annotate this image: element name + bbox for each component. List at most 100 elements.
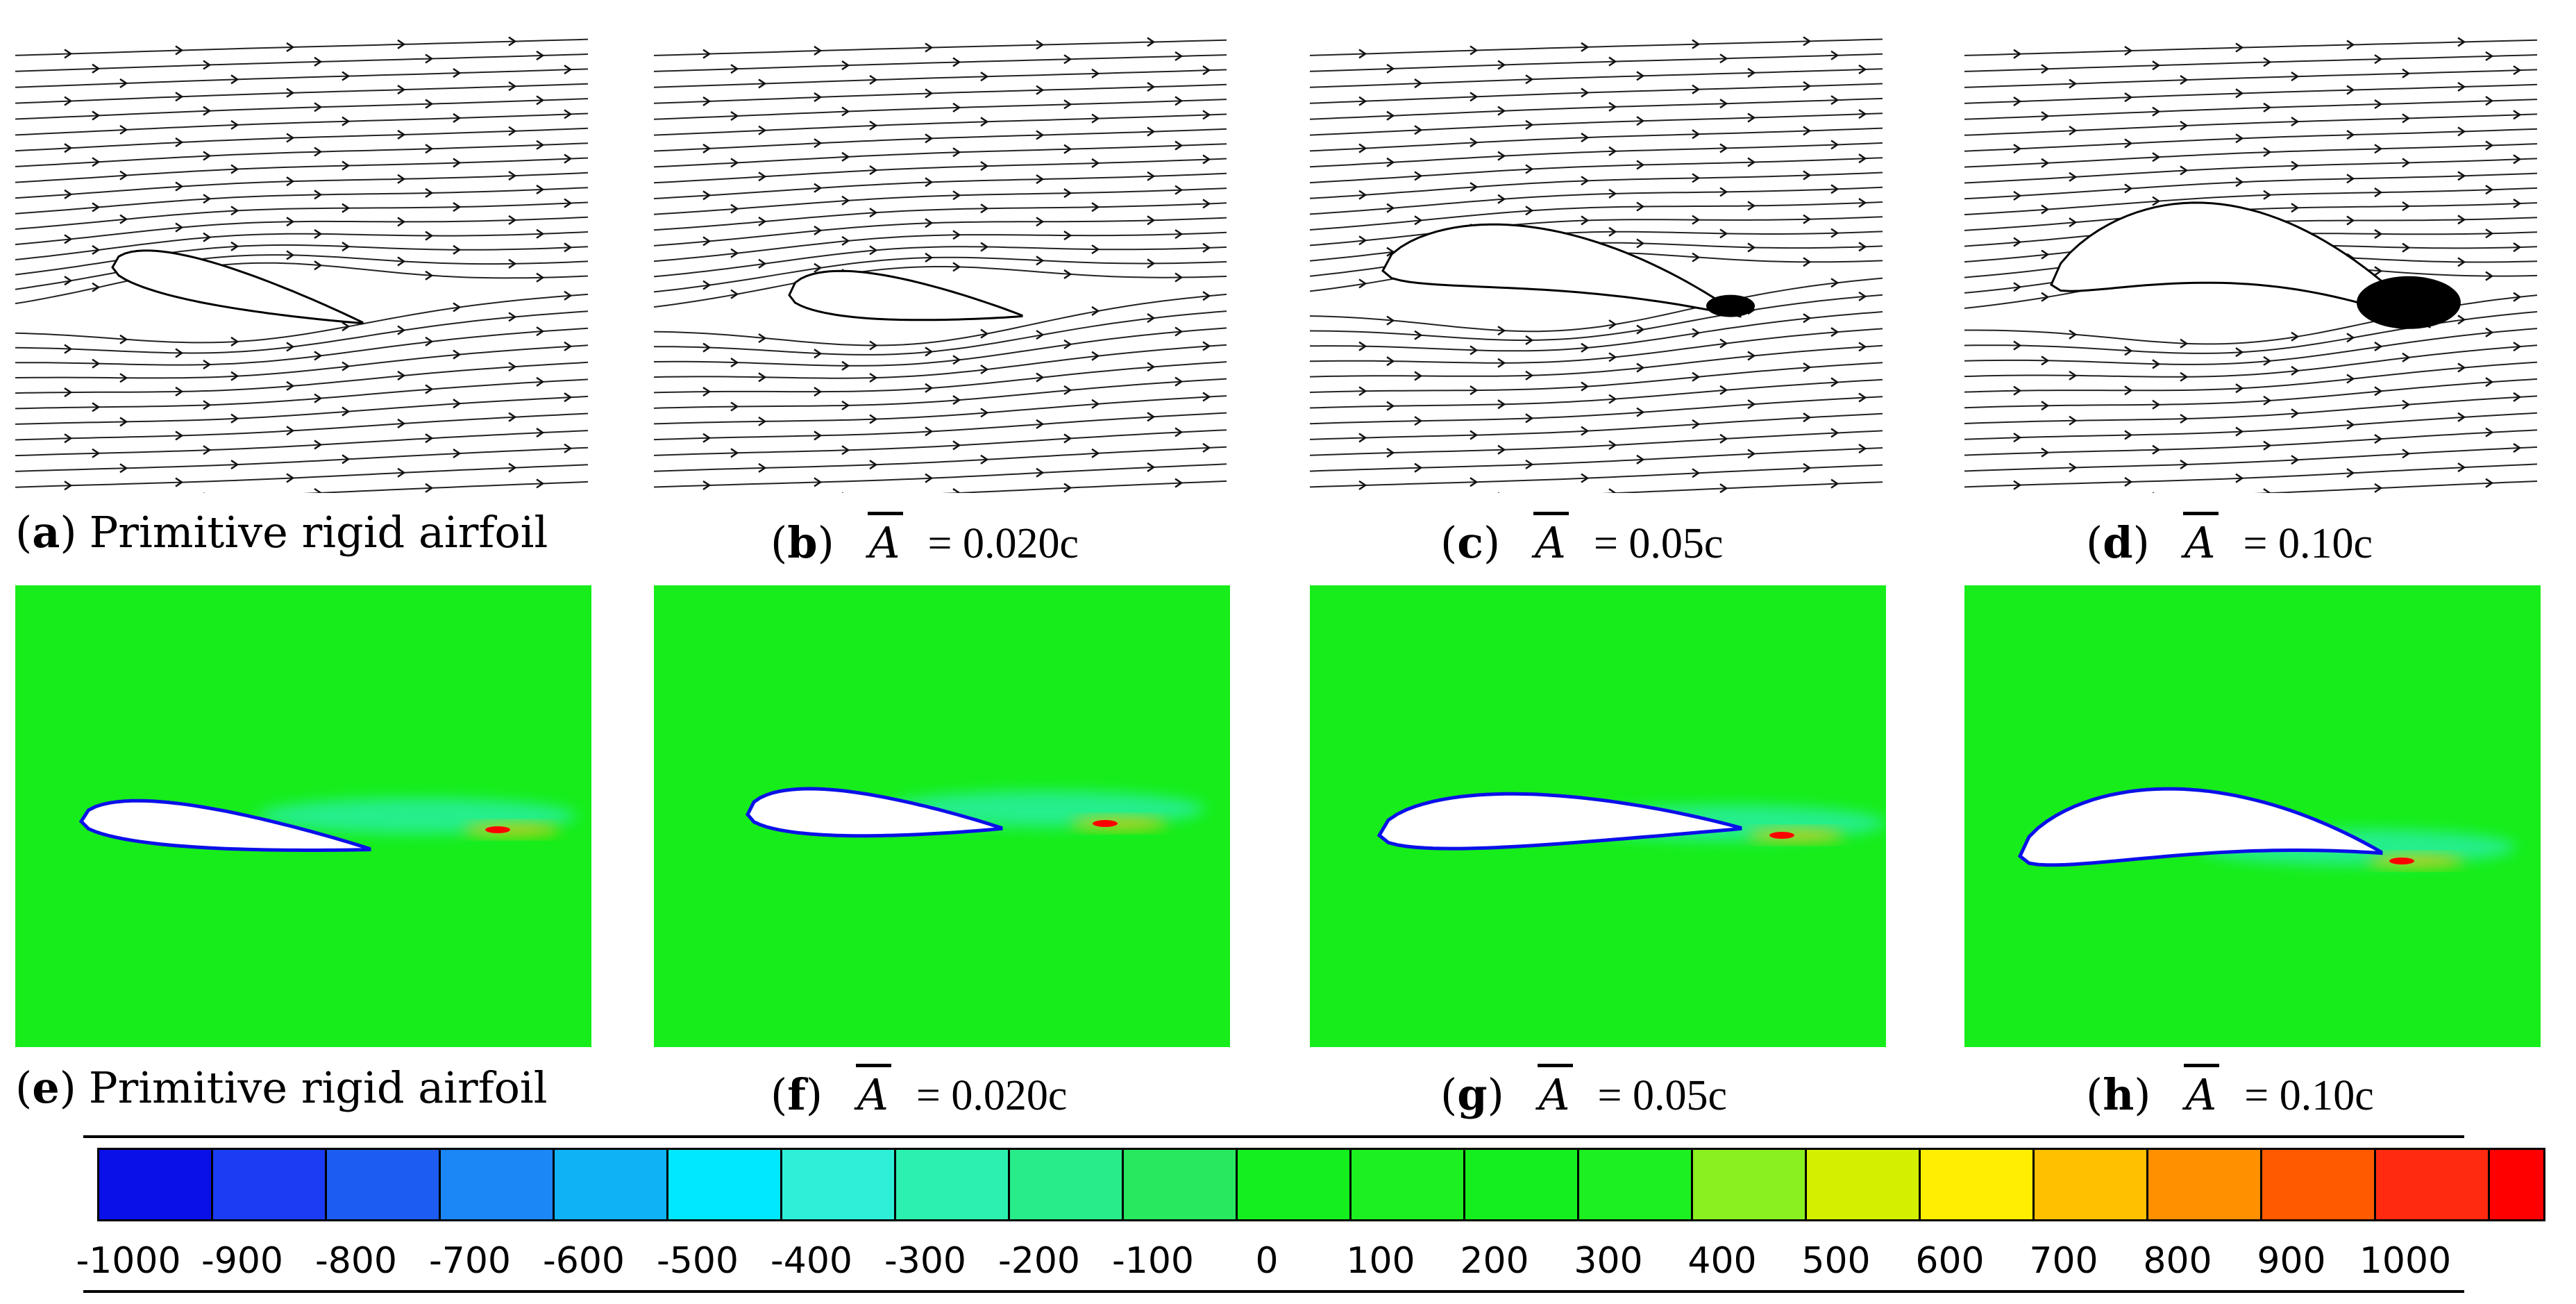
flow-arrow [2457,37,2466,47]
flow-arrow [230,336,239,347]
flow-arrow [1525,119,1534,130]
flow-arrow [1525,164,1534,174]
flow-arrow [2346,130,2355,140]
flow-arrow [286,426,295,436]
flow-arrow [841,106,850,117]
flow-arrow [453,158,462,168]
flow-arrow [119,334,128,344]
flow-arrow [1830,377,1840,387]
flow-arrow [1147,126,1156,137]
streamline [1310,172,1883,199]
streamline [15,395,589,425]
flow-arrow [1636,71,1645,81]
flow-arrow [397,39,406,49]
flow-arrow [92,157,101,167]
flow-arrow [1091,202,1100,212]
streamline [1964,83,2538,104]
flow-arrow [869,414,878,424]
flow-arrow [2457,412,2466,422]
contour-panel-h [1964,585,2541,1047]
flow-arrow [980,364,989,375]
streamline [1964,344,2538,378]
flow-arrow [397,256,406,267]
flow-arrow [702,480,712,490]
flow-arrow [314,147,323,157]
caption-g-symbol: A [1537,1064,1573,1120]
flow-arrow [2374,483,2383,493]
flow-arrow [2013,385,2022,396]
flow-arrow [1719,433,1728,444]
flow-arrow [2069,125,2078,136]
contour-panel-f [654,585,1230,1047]
flow-arrow [869,165,878,176]
flow-arrow [203,194,212,204]
flow-arrow [230,119,239,130]
flow-arrow [730,401,739,412]
flow-arrow [2152,60,2161,71]
streamline [654,293,1227,346]
streamline [1964,69,2538,88]
streamline [1964,429,2538,456]
flow-arrow [425,384,434,394]
flow-arrow [2180,459,2189,469]
flow-arrow [286,381,295,391]
flow-arrow [1636,116,1645,126]
streamline [1964,99,2538,120]
streamline [15,216,589,246]
flow-arrow [92,402,101,412]
flow-arrow [925,133,934,144]
flow-arrow [1497,444,1506,455]
flow-arrow [1202,392,1211,402]
flow-arrow [1036,467,1045,478]
flow-arrow [1175,427,1184,437]
caption-c: (c) A = 0.05c [1440,512,1724,568]
flow-arrow [92,110,101,121]
streamline [15,142,589,167]
flow-arrow [1830,50,1840,60]
streamline [1310,112,1883,136]
flow-arrow [1063,231,1072,241]
flow-arrow [564,443,573,453]
flow-arrow [2013,480,2022,490]
flow-arrow [1581,176,1590,186]
streamlines [654,37,1227,493]
flow-arrow [1803,313,1812,324]
flow-arrow [1386,157,1395,167]
flow-arrow [1063,339,1072,349]
streamline-panel-d [1964,31,2541,493]
flow-arrow [453,349,462,360]
flow-arrow [2013,282,2022,292]
flow-arrow [1414,330,1423,340]
flow-arrow [2235,347,2244,358]
flow-arrow [2513,154,2522,165]
streamline [15,361,589,394]
flow-arrow [2513,292,2522,302]
flow-arrow [342,361,351,371]
flow-arrow [175,431,184,441]
flow-arrow [1747,67,1756,78]
flow-arrow [1692,129,1701,140]
streamline [15,112,589,136]
flow-arrow [1719,228,1728,239]
flow-arrow [342,406,351,417]
flow-arrow [1608,319,1617,330]
flow-arrow [1175,272,1184,283]
flow-arrow [1858,443,1867,454]
flow-arrow [536,140,545,150]
streamline [654,256,1227,293]
flow-arrow [2124,430,2133,440]
flow-arrow [564,153,573,164]
flow-arrow [1803,81,1812,91]
flow-arrow [2124,45,2133,56]
flow-arrow [730,158,739,168]
colorbar-tick-label: 900 [2257,1240,2326,1282]
flow-arrow [952,440,961,451]
colorbar-cell [1124,1150,1238,1219]
streamline [1310,412,1883,440]
flow-arrow [175,348,184,358]
flow-arrow [203,359,212,370]
streamline [1310,277,1883,333]
flow-arrow [925,218,934,228]
flow-arrow [314,351,323,361]
caption-h-symbol: A [2184,1064,2220,1120]
